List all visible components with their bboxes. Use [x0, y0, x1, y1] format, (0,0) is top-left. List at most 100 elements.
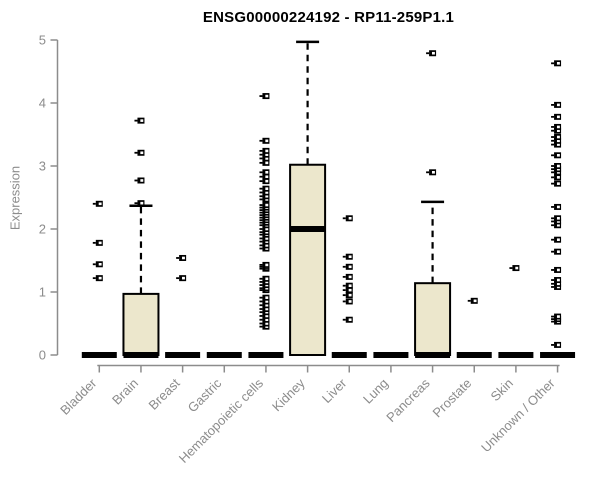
boxplot-hematopoietic-cells — [248, 93, 284, 358]
outlier-point — [259, 173, 270, 180]
outlier-point — [259, 294, 270, 301]
x-tick-label: Skin — [488, 376, 516, 404]
outlier-point — [551, 215, 562, 222]
outlier-point — [342, 263, 353, 270]
outlier-point — [259, 323, 270, 330]
outlier-point — [259, 226, 270, 232]
outlier-point — [426, 50, 437, 57]
y-tick-label: 2 — [39, 222, 46, 237]
outlier-point — [259, 275, 270, 282]
outlier-point — [551, 222, 562, 229]
outlier-point — [259, 235, 270, 242]
outlier-point — [551, 134, 562, 141]
outlier-point — [342, 215, 353, 222]
outlier-point — [259, 189, 270, 196]
x-tick-label: Brain — [109, 376, 141, 408]
outlier-point — [551, 163, 562, 169]
outlier-point — [259, 320, 270, 327]
outlier-point — [259, 238, 270, 245]
outlier-point — [467, 297, 478, 304]
boxplot-brain — [122, 117, 160, 358]
x-tick-label: Breast — [146, 375, 183, 412]
outlier-point — [259, 93, 270, 100]
outlier-point — [259, 298, 270, 305]
outlier-point — [551, 180, 562, 187]
outlier-point — [259, 302, 270, 309]
outlier-point — [551, 341, 562, 348]
outlier-point — [551, 218, 562, 225]
y-tick-label: 3 — [39, 159, 46, 174]
outlier-point — [259, 169, 270, 176]
boxplot-kidney — [289, 40, 327, 356]
outlier-point — [551, 152, 562, 159]
boxplot-skin — [498, 265, 534, 358]
y-tick-label: 1 — [39, 285, 46, 300]
outlier-point — [551, 313, 562, 320]
outlier-point — [176, 254, 187, 261]
outlier-point — [259, 278, 270, 285]
outlier-point — [259, 312, 270, 319]
outlier-point — [259, 261, 270, 268]
outlier-point — [551, 248, 562, 255]
outlier-point — [551, 174, 562, 181]
y-tick-label: 4 — [39, 96, 46, 111]
outlier-point — [551, 137, 562, 144]
boxplot-breast — [165, 254, 201, 358]
outlier-point — [92, 275, 103, 282]
outlier-point — [551, 283, 562, 290]
boxplot-unknown-other — [540, 60, 576, 358]
outlier-point — [342, 287, 353, 294]
x-tick-label: Liver — [319, 375, 350, 406]
outlier-point — [551, 277, 562, 284]
x-tick-label: Prostate — [430, 376, 475, 421]
x-tick-label: Gastric — [185, 375, 225, 415]
outlier-point — [342, 282, 353, 289]
boxplot-bladder — [81, 200, 117, 358]
outlier-point — [551, 280, 562, 287]
outlier-point — [551, 203, 562, 210]
outlier-point — [259, 316, 270, 323]
x-tick-label: Bladder — [57, 375, 100, 418]
outlier-point — [551, 166, 562, 173]
outlier-point — [92, 239, 103, 246]
outlier-point — [259, 306, 270, 313]
boxplot-prostate — [456, 297, 492, 358]
outlier-point — [134, 177, 145, 184]
y-tick-label: 5 — [39, 33, 46, 48]
outlier-point — [259, 242, 270, 249]
outlier-point — [342, 316, 353, 323]
outlier-point — [259, 147, 270, 154]
outlier-point — [551, 169, 562, 176]
outlier-point — [259, 245, 270, 252]
y-axis: 0 1 2 3 4 5 — [39, 33, 59, 363]
outlier-point — [551, 141, 562, 148]
outlier-point — [176, 275, 187, 282]
outlier-point — [259, 159, 270, 166]
y-tick-label: 0 — [39, 348, 46, 363]
x-tick-label: Unknown / Other — [478, 375, 558, 455]
outlier-point — [134, 200, 145, 207]
outlier-point — [259, 202, 270, 209]
outlier-point — [551, 236, 562, 243]
outlier-point — [509, 265, 520, 272]
outlier-point — [259, 229, 270, 236]
outlier-point — [259, 282, 270, 289]
chart-title: ENSG00000224192 - RP11-259P1.1 — [202, 9, 455, 26]
x-tick-label: Pancreas — [383, 375, 433, 425]
boxplot-pancreas — [414, 50, 452, 358]
outlier-point — [259, 196, 270, 203]
outlier-point — [426, 169, 437, 176]
outlier-point — [551, 266, 562, 273]
outlier-point — [342, 253, 353, 260]
outlier-point — [259, 193, 270, 200]
outlier-point — [342, 292, 353, 299]
outlier-point — [551, 101, 562, 108]
outlier-point — [551, 123, 562, 130]
boxplot-liver — [331, 215, 367, 358]
outlier-point — [551, 60, 562, 67]
outlier-point — [342, 273, 353, 280]
outlier-point — [259, 309, 270, 316]
